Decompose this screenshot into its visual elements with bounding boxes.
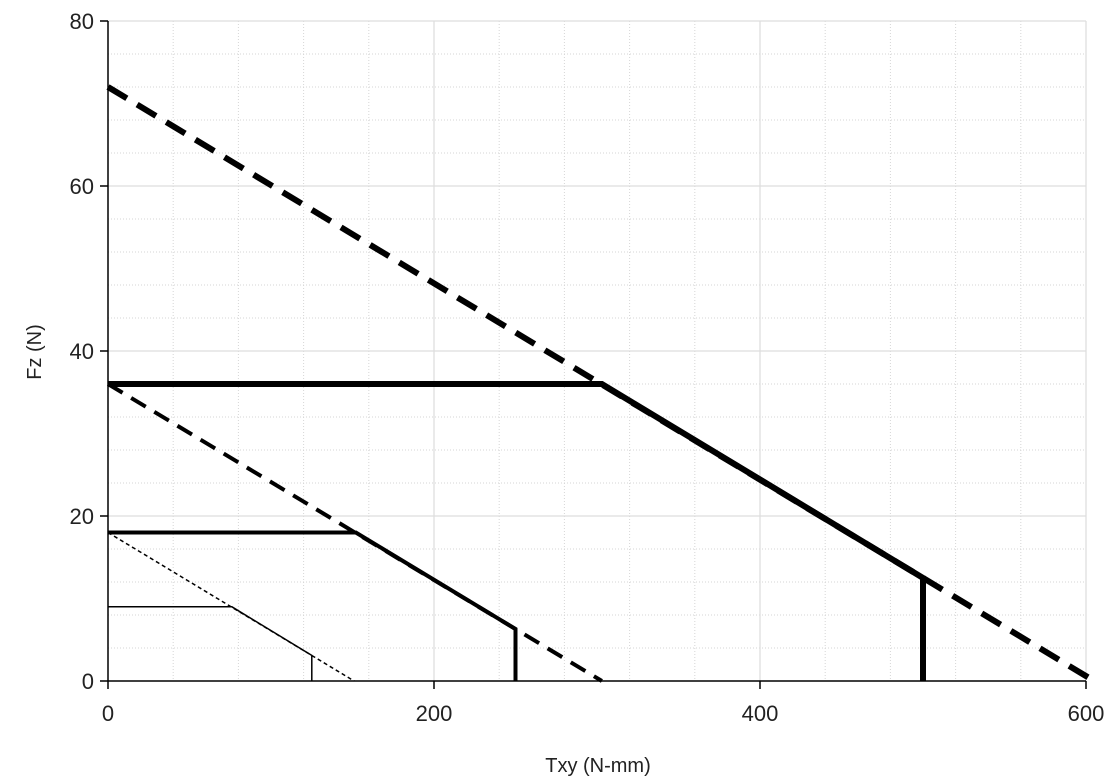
series-line-2 <box>108 381 926 681</box>
x-tick-label: 200 <box>416 701 453 726</box>
series-line-6 <box>108 606 313 681</box>
series-line-3 <box>106 382 603 683</box>
grid <box>108 20 1087 681</box>
y-tick-label: 40 <box>70 339 94 364</box>
y-tick-label: 80 <box>70 9 94 34</box>
x-tick-label: 600 <box>1068 701 1105 726</box>
y-axis-title: Fz (N) <box>24 324 46 380</box>
series-group <box>106 84 1096 684</box>
series-line-4 <box>108 530 518 681</box>
x-axis-title: Txy (N-mm) <box>545 755 651 777</box>
tick-labels: 0 200 400 600 0 20 40 60 80 <box>70 9 1105 726</box>
y-tick-label: 60 <box>70 174 94 199</box>
y-tick-label: 20 <box>70 504 94 529</box>
series-line-1 <box>106 84 1096 684</box>
x-tick-label: 0 <box>102 701 114 726</box>
x-tick-label: 400 <box>742 701 779 726</box>
y-tick-label: 0 <box>82 669 94 694</box>
